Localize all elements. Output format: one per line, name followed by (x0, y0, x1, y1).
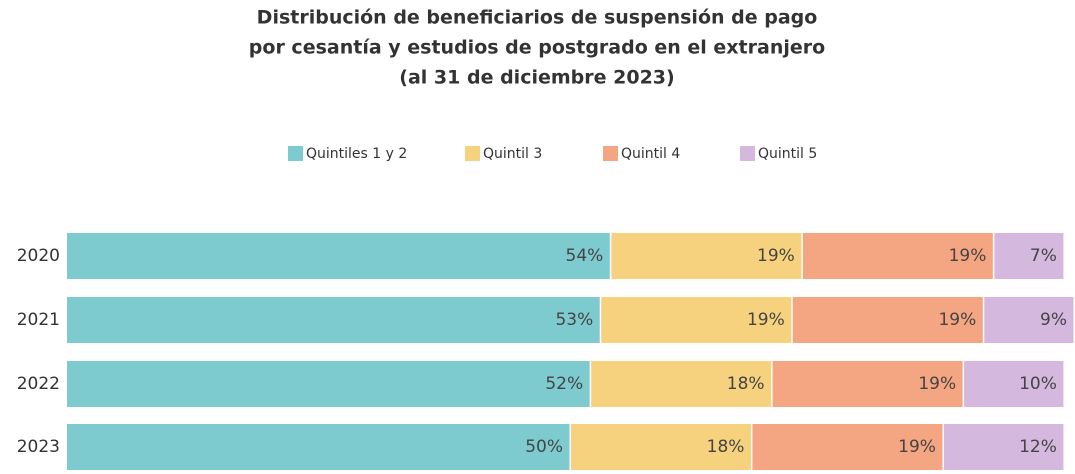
data-label: 12% (1019, 437, 1057, 457)
bar-segment (772, 361, 963, 407)
legend-swatch (465, 146, 480, 161)
legend-swatch (288, 146, 303, 161)
data-label: 54% (566, 246, 604, 266)
bar-segment (994, 233, 1064, 279)
y-tick-label: 2021 (17, 310, 60, 330)
data-label: 18% (707, 437, 745, 457)
y-tick-label: 2023 (17, 437, 60, 457)
bar-segment (67, 233, 610, 279)
data-label: 19% (918, 374, 956, 394)
y-tick-label: 2022 (17, 374, 60, 394)
bar-segment (601, 297, 792, 343)
legend-swatch (740, 146, 755, 161)
data-label: 19% (949, 246, 987, 266)
y-tick-label: 2020 (17, 246, 60, 266)
data-label: 7% (1030, 246, 1057, 266)
data-label: 18% (727, 374, 765, 394)
data-label: 19% (747, 310, 785, 330)
chart-title: Distribución de beneficiarios de suspens… (257, 7, 818, 29)
bar-segment (67, 424, 570, 470)
data-label: 53% (555, 310, 593, 330)
chart-title: (al 31 de diciembre 2023) (399, 67, 674, 89)
data-label: 50% (525, 437, 563, 457)
data-label: 19% (938, 310, 976, 330)
data-label: 10% (1019, 374, 1057, 394)
chart-title: por cesantía y estudios de postgrado en … (249, 37, 825, 59)
legend-label: Quintil 3 (483, 146, 542, 162)
data-label: 19% (898, 437, 936, 457)
bar-segment (67, 361, 590, 407)
legend-label: Quintil 5 (758, 146, 817, 162)
bar-segment (964, 361, 1064, 407)
legend-label: Quintil 4 (621, 146, 680, 162)
bar-segment (67, 297, 600, 343)
bar-segment (752, 424, 943, 470)
bar-segment (571, 424, 751, 470)
bar-segment (984, 297, 1074, 343)
legend-swatch (603, 146, 618, 161)
data-label: 52% (545, 374, 583, 394)
data-label: 9% (1040, 310, 1067, 330)
bar-segment (802, 233, 993, 279)
bar-segment (792, 297, 983, 343)
legend-label: Quintiles 1 y 2 (306, 146, 407, 162)
bar-segment (943, 424, 1064, 470)
bar-segment (591, 361, 772, 407)
bar-segment (611, 233, 802, 279)
data-label: 19% (757, 246, 795, 266)
